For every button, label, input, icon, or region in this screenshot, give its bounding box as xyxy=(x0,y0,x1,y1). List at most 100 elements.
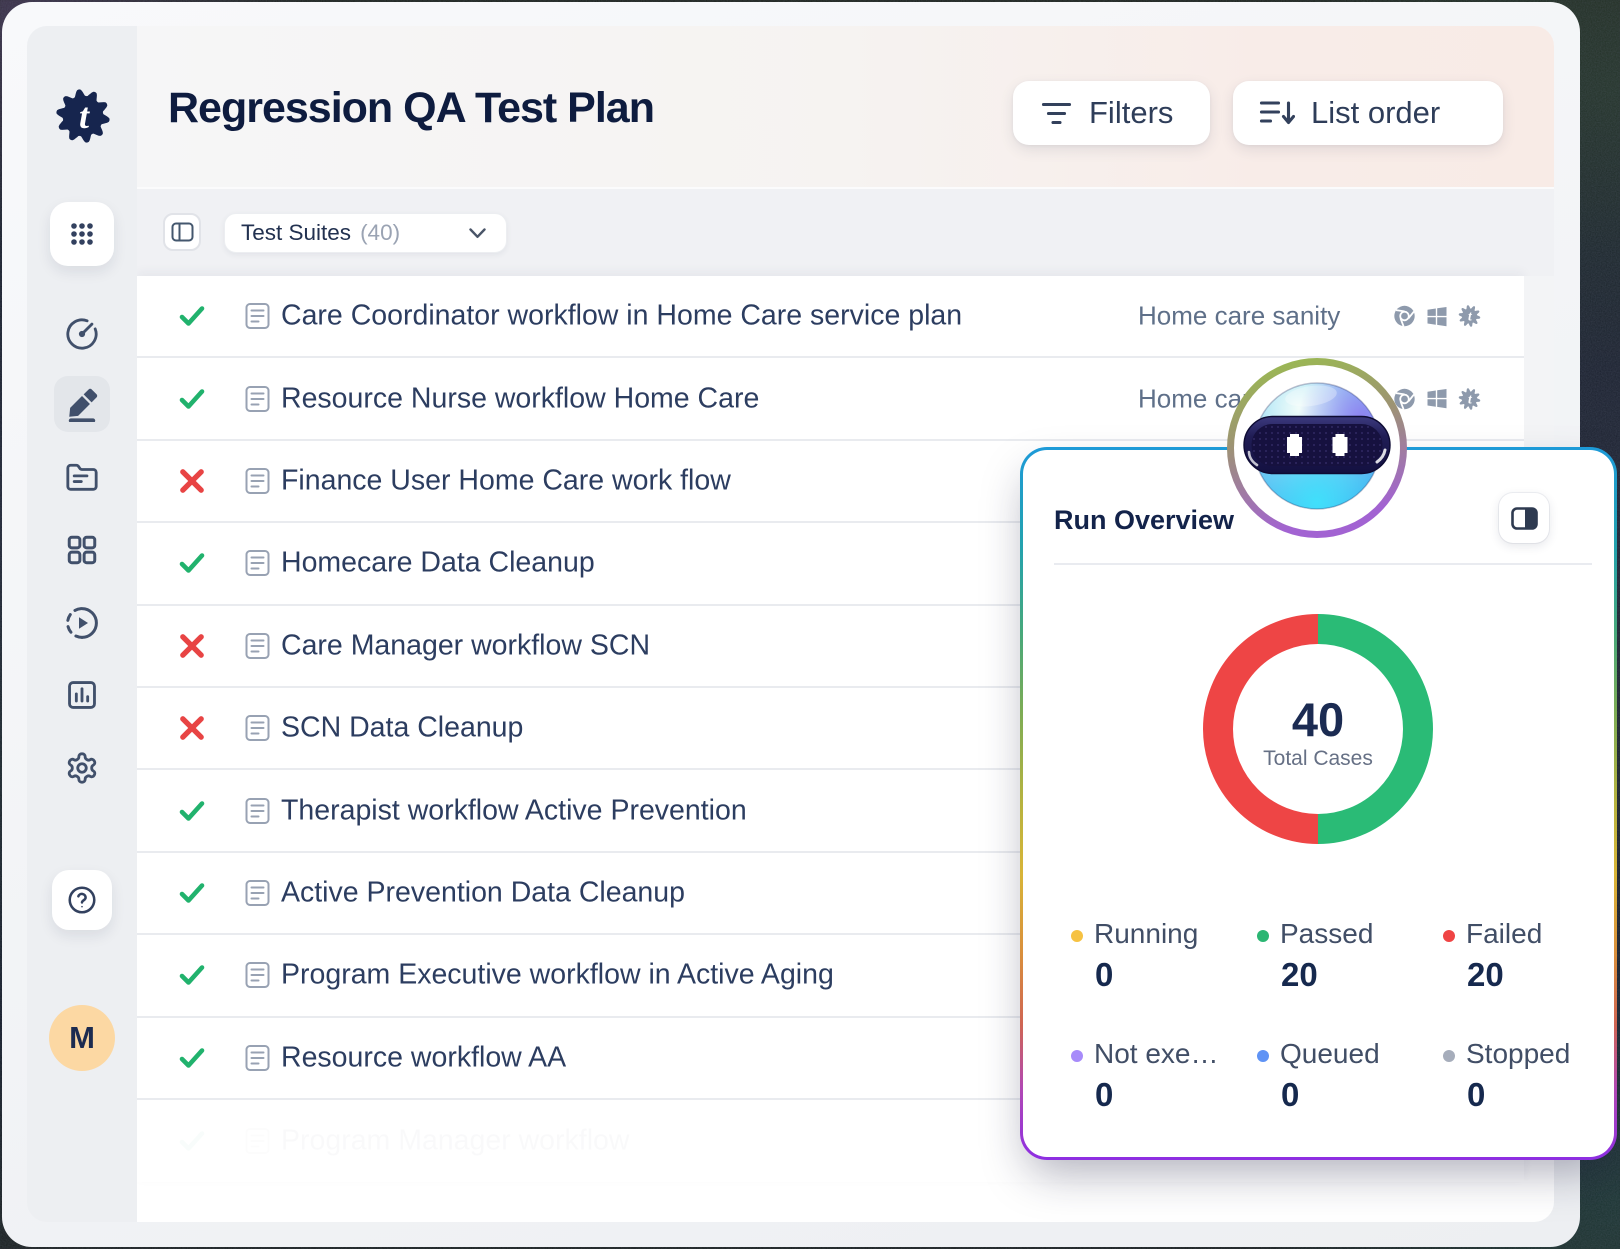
collapse-panel-button[interactable] xyxy=(1499,493,1549,543)
document-icon xyxy=(245,879,270,906)
legend-item: Not exe… 0 xyxy=(1071,1040,1257,1120)
test-case-name: Program Executive workflow in Active Agi… xyxy=(281,958,834,991)
robot-visor xyxy=(1243,415,1391,475)
panel-left-icon xyxy=(171,222,193,242)
legend-value: 0 xyxy=(1467,1076,1486,1113)
avatar-initial: M xyxy=(69,1020,95,1055)
test-case-name: Finance User Home Care work flow xyxy=(281,464,731,497)
sidebar-item-projects[interactable] xyxy=(54,450,110,506)
legend-dot xyxy=(1443,930,1455,942)
bar-chart-icon xyxy=(68,681,96,709)
folder-icon xyxy=(66,463,98,491)
dropdown-label: Test Suites xyxy=(241,220,352,245)
document-icon xyxy=(245,1128,270,1155)
testsigma-gear-icon: t xyxy=(1458,387,1481,410)
table-row[interactable]: Care Coordinator workflow in Home Care s… xyxy=(137,276,1524,359)
test-case-name: Resource Nurse workflow Home Care xyxy=(281,382,760,415)
test-case-name: Program Manager workflow xyxy=(281,1125,629,1158)
legend-label: Failed xyxy=(1466,918,1543,949)
sidebar-item-runs[interactable] xyxy=(54,595,110,651)
sidebar-item-modules[interactable] xyxy=(54,522,110,578)
page-header: Regression QA Test Plan Filters List ord… xyxy=(137,26,1554,187)
robot-highlight xyxy=(1285,385,1337,407)
sidebar-item-reports[interactable] xyxy=(54,667,110,723)
run-legend: Running 0 Passed 20 Failed 20 Not exe… 0… xyxy=(1071,918,1581,1113)
document-icon xyxy=(245,467,270,494)
filters-label: Filters xyxy=(1089,95,1174,130)
list-order-button[interactable]: List order xyxy=(1233,81,1503,145)
apps-grid-button[interactable] xyxy=(50,202,114,266)
legend-dot xyxy=(1257,930,1269,942)
table-row[interactable]: Care Manager workflow SCN xyxy=(137,606,1524,688)
legend-item: Running 0 xyxy=(1071,920,1257,1000)
document-icon xyxy=(245,385,270,412)
legend-value: 0 xyxy=(1095,956,1114,993)
robot-eyes xyxy=(1287,434,1348,456)
donut-failed-segment xyxy=(1203,614,1319,844)
status-pass-icon xyxy=(179,1047,205,1068)
legend-value: 20 xyxy=(1281,956,1318,993)
help-button[interactable] xyxy=(52,870,112,930)
document-icon xyxy=(245,797,270,824)
status-pass-icon xyxy=(178,1127,206,1155)
sidebar-item-settings[interactable] xyxy=(54,740,110,796)
status-fail-icon xyxy=(180,633,204,658)
legend-value: 20 xyxy=(1467,956,1504,993)
sidebar-item-dashboard[interactable] xyxy=(54,306,110,362)
test-case-name: Care Coordinator workflow in Home Care s… xyxy=(281,299,963,332)
chrome-icon xyxy=(1394,305,1415,327)
toggle-sidepanel-button[interactable] xyxy=(163,213,201,251)
table-row[interactable]: SCN Data Cleanup xyxy=(137,688,1524,771)
test-case-name: Homecare Data Cleanup xyxy=(281,546,595,579)
document-icon xyxy=(245,715,270,742)
legend-dot xyxy=(1071,930,1083,942)
status-pass-icon xyxy=(179,883,205,903)
env-icons: t xyxy=(1393,305,1481,328)
status-pass-icon xyxy=(179,388,205,409)
gear-icon xyxy=(67,752,97,784)
table-toolbar: Test Suites (40) xyxy=(137,187,1554,276)
total-cases-donut-chart xyxy=(1203,614,1433,844)
windows-icon xyxy=(1427,306,1447,326)
document-icon xyxy=(245,632,270,659)
total-cases-value: 40 xyxy=(1291,693,1345,746)
chrome-icon xyxy=(1394,388,1415,410)
legend-label: Passed xyxy=(1280,918,1374,949)
chevron-down-icon xyxy=(469,227,486,238)
legend-value: 0 xyxy=(1281,1076,1300,1113)
filter-icon xyxy=(1041,102,1072,124)
test-suites-dropdown[interactable]: Test Suites (40) xyxy=(224,213,507,253)
table-row[interactable]: Homecare Data Cleanup xyxy=(137,523,1524,606)
legend-dot xyxy=(1071,1050,1083,1062)
total-cases-label: Total Cases xyxy=(1263,747,1373,770)
test-case-name: Therapist workflow Active Prevention xyxy=(281,794,747,827)
list-order-icon xyxy=(1259,101,1295,125)
table-row[interactable]: Program Executive workflow in Active Agi… xyxy=(137,935,1524,1018)
table-row[interactable]: Active Prevention Data Cleanup xyxy=(137,853,1524,936)
testsigma-gear-icon: t xyxy=(1458,305,1481,327)
status-fail-icon xyxy=(180,716,204,740)
help-question-icon xyxy=(68,886,96,914)
donut-passed-segment xyxy=(1317,614,1433,844)
document-icon xyxy=(245,1044,270,1071)
test-case-name: Care Manager workflow SCN xyxy=(281,629,651,662)
apps-grid-icon xyxy=(71,223,93,245)
table-row[interactable]: Resource workflow AA xyxy=(137,1018,1524,1100)
legend-label: Queued xyxy=(1280,1038,1380,1069)
testsigma-logo-icon[interactable]: t xyxy=(55,88,111,144)
svg-text:t: t xyxy=(1468,309,1473,324)
grid-squares-icon xyxy=(67,535,97,565)
table-row[interactable]: Finance User Home Care work flow xyxy=(137,441,1524,524)
filters-button[interactable]: Filters xyxy=(1013,81,1210,145)
dropdown-count: (40) xyxy=(360,220,401,245)
document-icon xyxy=(245,962,270,989)
user-avatar[interactable]: M xyxy=(49,1005,115,1071)
panel-right-icon xyxy=(1510,506,1538,530)
test-case-name: Resource workflow AA xyxy=(281,1041,567,1074)
test-case-name: Active Prevention Data Cleanup xyxy=(281,876,685,909)
robot-head xyxy=(1243,382,1391,510)
table-row[interactable]: Therapist workflow Active Prevention xyxy=(137,770,1524,853)
sidebar: t xyxy=(27,26,137,1222)
sidebar-item-editor[interactable] xyxy=(54,376,110,432)
legend-label: Running xyxy=(1094,918,1199,949)
